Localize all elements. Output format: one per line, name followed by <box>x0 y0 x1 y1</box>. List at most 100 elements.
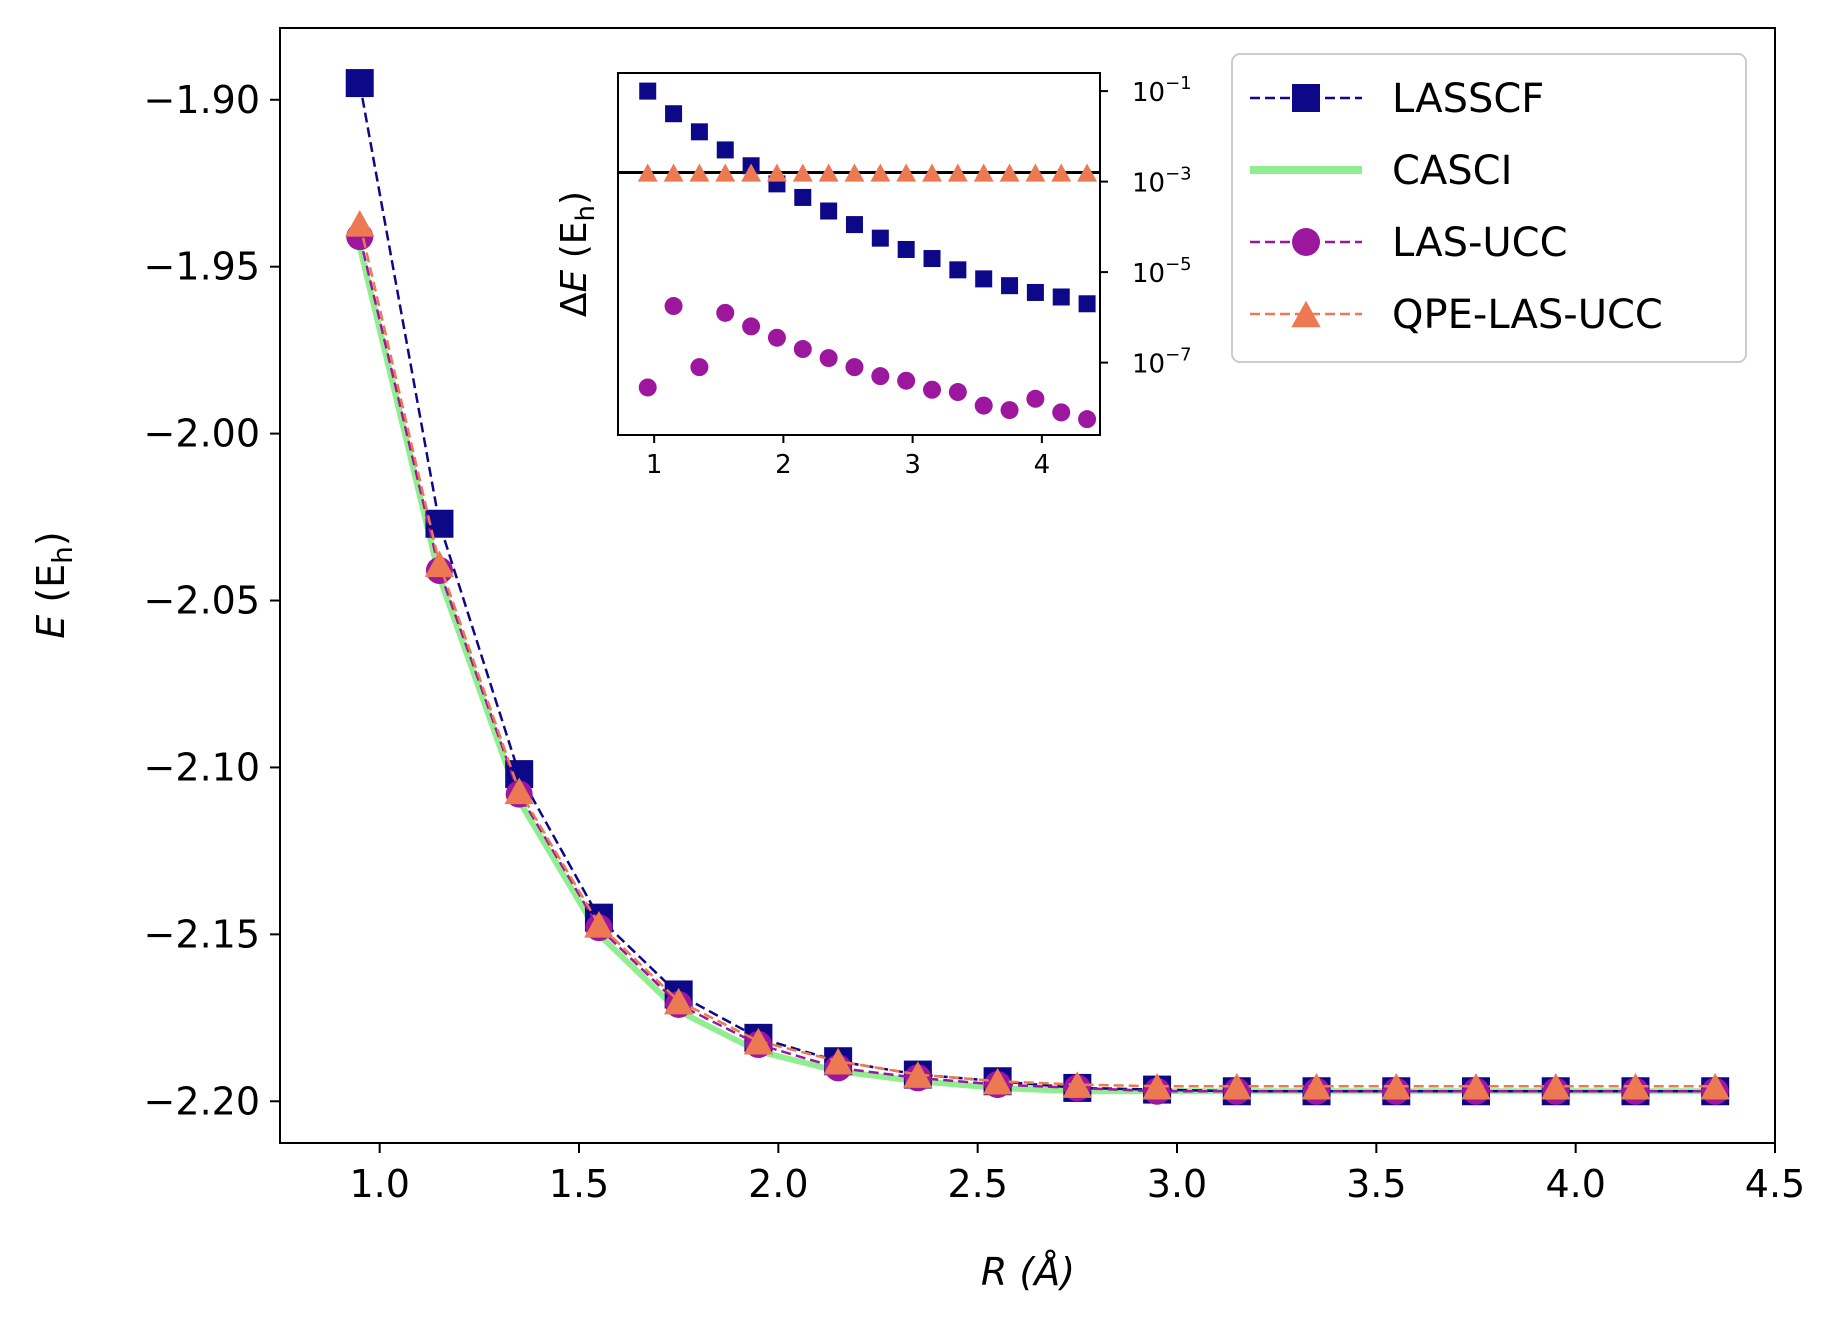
main-point-qpe-las-ucc <box>1620 1072 1651 1100</box>
main-axes-frame <box>279 27 1776 1144</box>
main-plot: 1.0 1.5 2.0 2.5 3.0 3.5 4.0 4.5 −1.90 −1.95 −2.00… <box>29 27 1805 1294</box>
inset-point-qpe-las-ucc <box>844 163 865 182</box>
inset-y-axis: 10−1 10−3 10−5 10−7 <box>1100 73 1192 380</box>
inset-point-lasscf <box>1052 288 1070 306</box>
main-point-qpe-las-ucc <box>823 1047 853 1075</box>
main-x-tick-label: 1.5 <box>549 1162 609 1206</box>
legend-item-casci: CASCI <box>1250 148 1512 194</box>
legend-marker-qpe-las-ucc <box>1291 300 1321 328</box>
inset-point-lasscf <box>639 82 657 100</box>
inset-point-las-ucc <box>767 328 786 347</box>
inset-point-las-ucc <box>845 358 864 377</box>
inset-x-tick-label: 1 <box>646 450 663 480</box>
inset-point-qpe-las-ucc <box>999 163 1020 182</box>
legend-label: CASCI <box>1392 148 1512 194</box>
inset-point-las-ucc <box>897 371 916 390</box>
main-x-tick-label: 2.0 <box>748 1162 808 1206</box>
main-point-qpe-las-ucc <box>1142 1072 1172 1100</box>
main-y-tick-label: −2.00 <box>144 412 260 456</box>
inset-point-las-ucc <box>819 349 838 368</box>
legend-marker-lasscf <box>1292 84 1320 112</box>
inset-point-qpe-las-ucc <box>947 163 968 182</box>
inset-y-tick-label: 10−1 <box>1132 73 1192 108</box>
inset-point-lasscf <box>923 250 941 268</box>
main-y-tick-label: −2.10 <box>144 745 260 789</box>
main-x-tick-label: 3.0 <box>1147 1162 1207 1206</box>
main-line-qpe-las-ucc <box>358 223 1716 1088</box>
inset-point-las-ucc <box>1078 410 1097 429</box>
main-point-qpe-las-ucc <box>1301 1072 1332 1100</box>
legend-frame <box>1231 53 1747 363</box>
inset-point-las-ucc <box>871 367 890 386</box>
inset-point-qpe-las-ucc <box>766 163 787 182</box>
main-point-qpe-las-ucc <box>663 987 694 1015</box>
main-point-qpe-las-ucc <box>1222 1072 1252 1100</box>
inset-point-lasscf <box>871 229 889 247</box>
inset-x-tick-label: 3 <box>904 450 921 480</box>
inset-point-las-ucc <box>793 340 812 359</box>
inset-point-qpe-las-ucc <box>637 163 658 182</box>
main-point-lasscf <box>345 69 374 98</box>
main-point-qpe-las-ucc <box>982 1067 1013 1095</box>
inset-point-las-ucc <box>664 297 683 316</box>
inset-point-lasscf <box>1078 295 1096 313</box>
inset-point-las-ucc <box>742 317 761 336</box>
inset-y-axis-label: ΔE (Eh) <box>554 191 601 317</box>
inset-point-las-ucc <box>638 378 657 397</box>
main-point-qpe-las-ucc <box>1541 1072 1571 1100</box>
main-y-axis: −1.90 −1.95 −2.00 −2.05 −2.10 −2.15 −2.20 <box>144 78 280 1123</box>
inset-point-qpe-las-ucc <box>896 163 917 182</box>
main-point-qpe-las-ucc <box>1381 1072 1411 1100</box>
main-line-lasscf <box>358 82 1716 1093</box>
main-point-qpe-las-ucc <box>1700 1072 1730 1100</box>
inset-point-lasscf <box>845 216 863 234</box>
inset-point-las-ucc <box>1000 401 1019 420</box>
inset-x-tick-label: 2 <box>775 450 792 480</box>
legend-items: LASSCF CASCI LAS-UCC QPE-LAS-UCC <box>1250 76 1663 338</box>
main-y-axis-label: E (Eh) <box>29 531 79 639</box>
inset-point-las-ucc <box>974 396 993 415</box>
main-y-tick-label: −1.95 <box>144 245 260 289</box>
inset-point-lasscf <box>897 240 915 258</box>
main-point-qpe-las-ucc <box>903 1061 933 1088</box>
inset-point-lasscf <box>1026 283 1044 301</box>
inset-point-las-ucc <box>948 383 967 402</box>
main-x-axis-label: R (Å) <box>981 1250 1075 1294</box>
inset-point-qpe-las-ucc <box>689 163 710 182</box>
legend-item-qpe-las-ucc: QPE-LAS-UCC <box>1250 292 1663 338</box>
main-point-qpe-las-ucc <box>584 911 614 938</box>
inset-point-qpe-las-ucc <box>792 163 813 182</box>
inset-point-qpe-las-ucc <box>663 163 684 182</box>
inset-point-las-ucc <box>1052 403 1071 422</box>
legend-label: QPE-LAS-UCC <box>1392 292 1663 338</box>
inset-point-lasscf <box>794 188 812 206</box>
inset-point-qpe-las-ucc <box>715 163 736 182</box>
inset-x-tick-label: 4 <box>1034 450 1051 480</box>
main-x-axis: 1.0 1.5 2.0 2.5 3.0 3.5 4.0 4.5 <box>349 1143 1805 1206</box>
main-point-qpe-las-ucc <box>424 550 455 578</box>
inset-point-qpe-las-ucc <box>1051 163 1072 182</box>
inset-series-group <box>637 82 1098 429</box>
inset-point-las-ucc <box>716 303 735 322</box>
legend-label: LASSCF <box>1392 76 1544 122</box>
inset-point-lasscf <box>1001 277 1019 295</box>
inset-axes-frame <box>617 72 1101 436</box>
inset-point-lasscf <box>820 202 838 220</box>
legend-label: LAS-UCC <box>1392 220 1568 266</box>
main-x-tick-label: 1.0 <box>349 1162 409 1206</box>
main-point-qpe-las-ucc <box>504 777 534 805</box>
inset-point-lasscf <box>690 123 708 141</box>
inset-point-qpe-las-ucc <box>973 163 994 182</box>
legend: LASSCF CASCI LAS-UCC QPE-LAS-UCC <box>1231 53 1747 363</box>
inset-point-las-ucc <box>690 358 709 377</box>
inset-point-lasscf <box>949 261 967 279</box>
inset-background <box>618 73 1100 435</box>
main-x-tick-label: 2.5 <box>947 1162 1007 1206</box>
inset-point-qpe-las-ucc <box>1025 163 1046 182</box>
main-series-group <box>345 69 1730 1106</box>
inset-plot: 1 2 3 4 10−1 10−3 10−5 10−7 ΔE (Eh) <box>554 72 1192 480</box>
legend-item-las-ucc: LAS-UCC <box>1250 220 1568 266</box>
inset-y-tick-label: 10−3 <box>1132 164 1192 199</box>
inset-y-tick-label: 10−5 <box>1132 254 1192 289</box>
